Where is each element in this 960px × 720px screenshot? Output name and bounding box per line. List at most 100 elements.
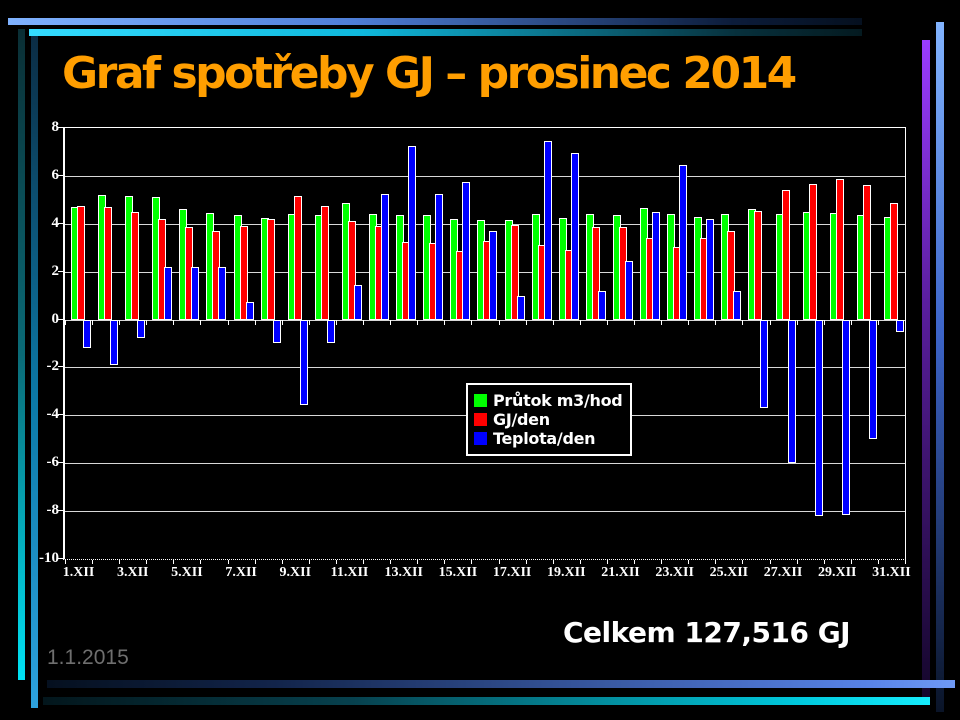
zero-axis-tick bbox=[254, 319, 256, 325]
zero-axis-tick bbox=[92, 319, 94, 325]
decor-top-band-inner bbox=[29, 29, 862, 36]
zero-axis-tick bbox=[796, 319, 798, 325]
zero-axis-tick bbox=[363, 319, 365, 325]
bottom-axis-tick bbox=[227, 560, 229, 564]
zero-axis-tick bbox=[525, 319, 527, 325]
zero-axis-tick bbox=[769, 319, 771, 325]
bar-blue bbox=[326, 319, 335, 344]
bottom-axis-tick bbox=[254, 560, 256, 564]
bar-red bbox=[77, 205, 85, 320]
bottom-axis-tick bbox=[281, 560, 283, 564]
y-tick-label: -8 bbox=[46, 502, 60, 519]
y-axis-tick bbox=[58, 222, 64, 224]
zero-axis-tick bbox=[579, 319, 581, 325]
y-axis-tick bbox=[58, 174, 64, 176]
legend-item: Teplota/den bbox=[474, 430, 622, 447]
bottom-axis-tick bbox=[498, 560, 500, 564]
y-axis-tick bbox=[58, 558, 64, 559]
zero-axis-tick bbox=[119, 319, 121, 325]
bar-blue bbox=[218, 266, 227, 320]
x-tick-label: 1.XII bbox=[62, 565, 95, 580]
bottom-axis-tick bbox=[146, 560, 148, 564]
y-tick-label: 2 bbox=[51, 262, 60, 279]
x-tick-label: 23.XII bbox=[655, 565, 694, 580]
y-tick-label: 4 bbox=[51, 214, 60, 231]
bar-blue bbox=[597, 290, 606, 320]
legend-item: GJ/den bbox=[474, 411, 622, 428]
decor-right-bar-purple bbox=[922, 40, 930, 700]
gridline bbox=[65, 367, 905, 369]
bottom-axis-tick bbox=[850, 560, 852, 564]
bar-red bbox=[889, 203, 898, 320]
bottom-axis-tick bbox=[335, 560, 337, 564]
bar-red bbox=[347, 221, 356, 320]
decor-bottom-band-lower bbox=[43, 697, 930, 705]
bottom-axis-tick bbox=[92, 560, 94, 564]
decor-right-bar-blue bbox=[936, 22, 944, 712]
bar-blue bbox=[435, 193, 444, 320]
bar-blue bbox=[706, 218, 715, 320]
x-tick-label: 25.XII bbox=[709, 565, 749, 580]
zero-axis-tick bbox=[606, 319, 608, 325]
zero-axis-tick bbox=[552, 319, 554, 325]
zero-axis-tick bbox=[742, 319, 744, 325]
bar-blue bbox=[137, 319, 146, 338]
legend-item: Průtok m3/hod bbox=[474, 391, 623, 410]
y-tick-label: 6 bbox=[51, 166, 60, 183]
bottom-axis-tick bbox=[796, 560, 798, 564]
date-label: 1.1.2015 bbox=[47, 646, 129, 669]
bottom-axis-tick bbox=[525, 560, 527, 564]
total-label: Celkem 127,516 GJ bbox=[563, 616, 851, 649]
bottom-axis-tick bbox=[877, 560, 879, 564]
bar-blue bbox=[489, 230, 498, 320]
x-tick-label: 9.XII bbox=[279, 565, 312, 580]
bar-red bbox=[131, 211, 140, 320]
zero-axis-tick bbox=[905, 319, 906, 325]
legend-swatch-green bbox=[474, 394, 487, 407]
x-tick-label: 17.XII bbox=[492, 565, 532, 580]
x-tick-label: 21.XII bbox=[601, 565, 640, 580]
chart-legend: Průtok m3/hod GJ/den Teplota/den bbox=[466, 383, 633, 456]
decor-left-bar-outer bbox=[18, 29, 25, 680]
bar-red bbox=[862, 185, 871, 320]
bar-red bbox=[239, 226, 248, 320]
bar-blue bbox=[299, 319, 308, 405]
y-tick-label: -10 bbox=[39, 550, 59, 566]
zero-axis-tick bbox=[417, 319, 419, 325]
bottom-axis-tick bbox=[308, 560, 310, 564]
zero-axis-tick bbox=[227, 319, 229, 325]
bar-blue bbox=[164, 266, 173, 320]
x-tick-label: 13.XII bbox=[384, 565, 423, 580]
y-tick-label: 0 bbox=[51, 310, 60, 327]
zero-axis-tick bbox=[335, 319, 337, 325]
bottom-axis-tick bbox=[634, 560, 636, 564]
legend-label: Průtok m3/hod bbox=[493, 391, 623, 410]
gridline bbox=[65, 175, 905, 177]
y-axis-tick bbox=[58, 270, 64, 272]
bar-blue bbox=[381, 193, 390, 320]
gridline bbox=[65, 463, 905, 465]
x-tick-label: 29.XII bbox=[817, 565, 857, 580]
x-tick-label: 5.XII bbox=[171, 565, 203, 580]
bar-blue bbox=[245, 301, 254, 320]
zero-axis-tick bbox=[65, 319, 66, 325]
zero-axis-tick bbox=[146, 319, 148, 325]
bottom-axis-tick bbox=[905, 560, 906, 564]
bar-blue bbox=[516, 295, 525, 320]
legend-swatch-red bbox=[474, 413, 487, 426]
gridline bbox=[65, 319, 905, 321]
y-axis-tick bbox=[58, 414, 64, 416]
bar-blue bbox=[733, 290, 742, 320]
bottom-axis-tick bbox=[471, 560, 473, 564]
bottom-axis-tick bbox=[742, 560, 744, 564]
zero-axis-tick bbox=[173, 319, 175, 325]
bottom-axis-tick bbox=[823, 560, 825, 564]
y-tick-label: 8 bbox=[51, 119, 60, 135]
legend-swatch-blue bbox=[474, 432, 487, 445]
zero-axis-tick bbox=[688, 319, 690, 325]
bar-red bbox=[727, 230, 736, 320]
bar-blue bbox=[462, 181, 471, 320]
bottom-axis-tick bbox=[444, 560, 446, 564]
bottom-axis-tick bbox=[417, 560, 419, 564]
y-tick-label: -6 bbox=[46, 454, 60, 471]
